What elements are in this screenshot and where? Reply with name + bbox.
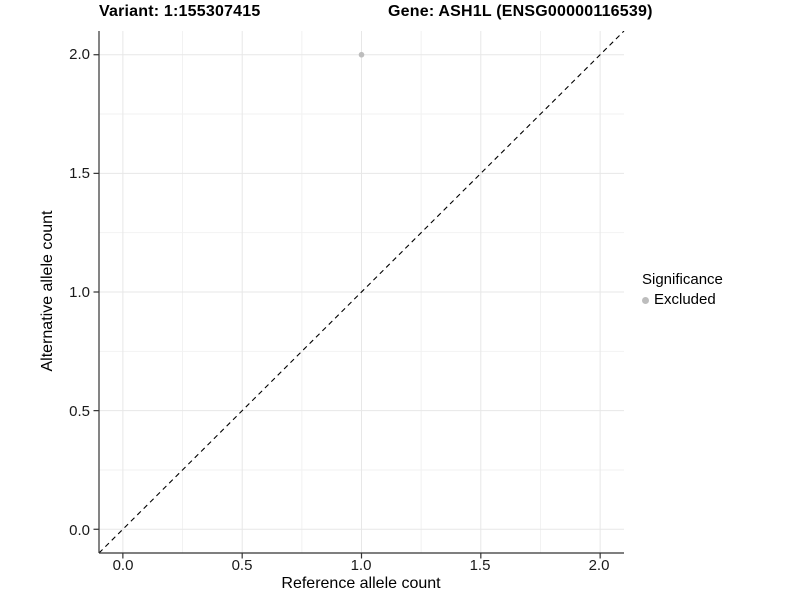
y-tick-label: 2.0 <box>69 46 90 63</box>
x-axis-title: Reference allele count <box>281 575 441 592</box>
x-tick-label: 1.0 <box>350 557 372 574</box>
plot-panel-svg <box>93 31 625 559</box>
legend-key-dot <box>642 296 649 304</box>
x-tick-label: 2.0 <box>588 557 610 574</box>
y-tick-label: 1.0 <box>69 284 90 301</box>
plot-title-variant: Variant: 1:155307415 <box>99 3 261 20</box>
legend: Significance Excluded <box>642 270 723 309</box>
x-tick-label: 1.5 <box>469 557 491 574</box>
y-tick-label: 0.0 <box>69 522 90 539</box>
legend-entry-excluded: Excluded <box>642 291 723 309</box>
legend-entry-label: Excluded <box>654 291 716 308</box>
plot-title-gene: Gene: ASH1L (ENSG00000116539) <box>388 3 653 20</box>
legend-title: Significance <box>642 271 723 288</box>
data-point <box>358 51 365 58</box>
y-axis-title: Alternative allele count <box>39 210 56 372</box>
x-tick-label: 0.0 <box>112 557 134 574</box>
y-tick-label: 1.5 <box>69 165 90 182</box>
x-tick-label: 0.5 <box>231 557 253 574</box>
y-tick-label: 0.5 <box>69 403 90 420</box>
